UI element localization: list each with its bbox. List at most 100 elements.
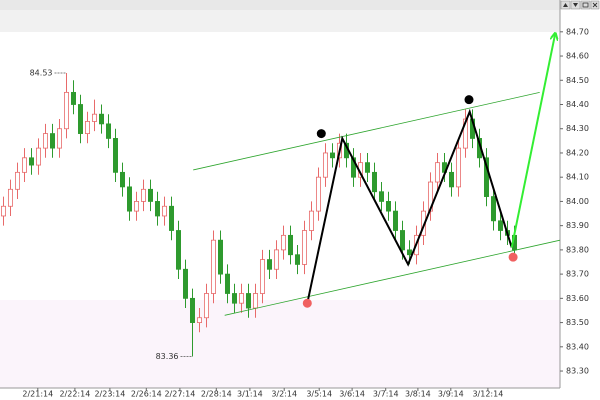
candle-body [378,191,384,202]
candle-body [210,239,216,294]
candle-body [21,157,27,173]
trend-line [224,239,561,316]
pivot-dot [464,95,474,105]
candle-body [287,234,293,256]
candle-body [189,297,195,323]
x-tick-label: 3/1:14 [237,390,263,399]
candle-body [392,210,398,231]
x-tick-label: 3/7:14 [373,390,399,399]
icon [592,2,598,8]
icon [582,2,589,8]
candle-body [280,234,286,251]
candle-body [43,133,49,149]
candle-body [71,91,77,105]
candle-body [462,118,468,149]
candle-body [371,171,377,193]
candle-body [50,133,56,149]
candle-body [448,171,454,188]
annotation-label: 84.53 [30,69,53,78]
candle-body [399,230,405,251]
trend-line [510,34,555,248]
candle-body [329,152,335,159]
candle-body [36,147,42,166]
bottom-band [0,300,560,388]
pivot-dot [302,298,312,308]
candle-body [140,188,146,202]
pivot-dot [316,129,326,139]
candle-body [154,201,160,217]
candle-body [455,147,461,188]
candle-body [245,293,251,309]
candle-body [224,273,230,294]
candle-body [120,171,126,188]
x-tick-label: 3/6:14 [339,390,365,399]
y-tick-label: 84.70 [566,27,589,36]
y-tick-label: 83.80 [566,245,589,254]
candle-body [273,249,279,270]
candle-body [133,201,139,212]
y-tick-label: 83.60 [566,294,589,303]
candle-body [14,171,20,190]
y-tick-label: 83.50 [566,318,589,327]
candle-body [168,205,174,231]
candle-body [490,196,496,222]
y-tick-label: 84.00 [566,197,589,206]
x-tick-label: 2/23:14 [94,390,125,399]
candle-body [99,113,105,125]
y-tick-label: 83.40 [566,342,589,351]
x-tick-label: 2/22:14 [59,390,90,399]
candle-body [322,152,328,178]
candle-body [147,188,153,202]
candle-body [106,123,112,139]
candle-body [231,293,237,304]
trend-line [193,91,540,171]
candle-body [161,205,167,217]
icon [573,3,578,7]
candle-body [196,317,202,323]
annotation-label: 83.36 [156,352,179,361]
candle-body [252,293,258,309]
y-tick-label: 83.90 [566,221,589,230]
x-tick-label: 3/2:14 [271,390,297,399]
candle-body [294,254,300,265]
candle-body [113,138,119,173]
x-tick-label: 3/9:14 [438,390,464,399]
y-tick-label: 84.10 [566,173,589,182]
candle-body [85,121,91,134]
y-tick-label: 84.60 [566,52,589,61]
y-tick-label: 84.50 [566,76,589,85]
candle-body [406,249,412,256]
y-tick-label: 84.20 [566,148,589,157]
candle-body [92,113,98,122]
top-band [0,10,560,32]
candle-body [364,162,370,173]
candle-body [175,230,181,270]
x-tick-label: 3/12:14 [472,390,503,399]
y-tick-label: 84.30 [566,124,589,133]
x-tick-label: 3/8:14 [405,390,431,399]
candle-body [57,128,63,149]
candle-body [385,201,391,212]
candle-body [315,176,321,212]
candle-body [182,268,188,299]
toolbar [0,0,560,10]
y-tick-label: 84.40 [566,100,589,109]
y-tick-label: 83.70 [566,270,589,279]
candle-body [28,157,34,166]
candle-body [217,239,223,275]
candle-body [497,220,503,231]
icon [563,3,568,7]
button-restore[interactable] [580,0,591,10]
window-buttons [560,0,600,10]
candle-body [259,259,265,294]
candle-body [0,205,6,217]
candle-body [308,210,314,231]
pivot-dot [508,252,518,262]
candle-body [7,188,13,207]
candle-body [266,259,272,270]
trend-line [306,108,513,304]
candle-body [483,157,489,197]
candle-body [203,293,209,319]
